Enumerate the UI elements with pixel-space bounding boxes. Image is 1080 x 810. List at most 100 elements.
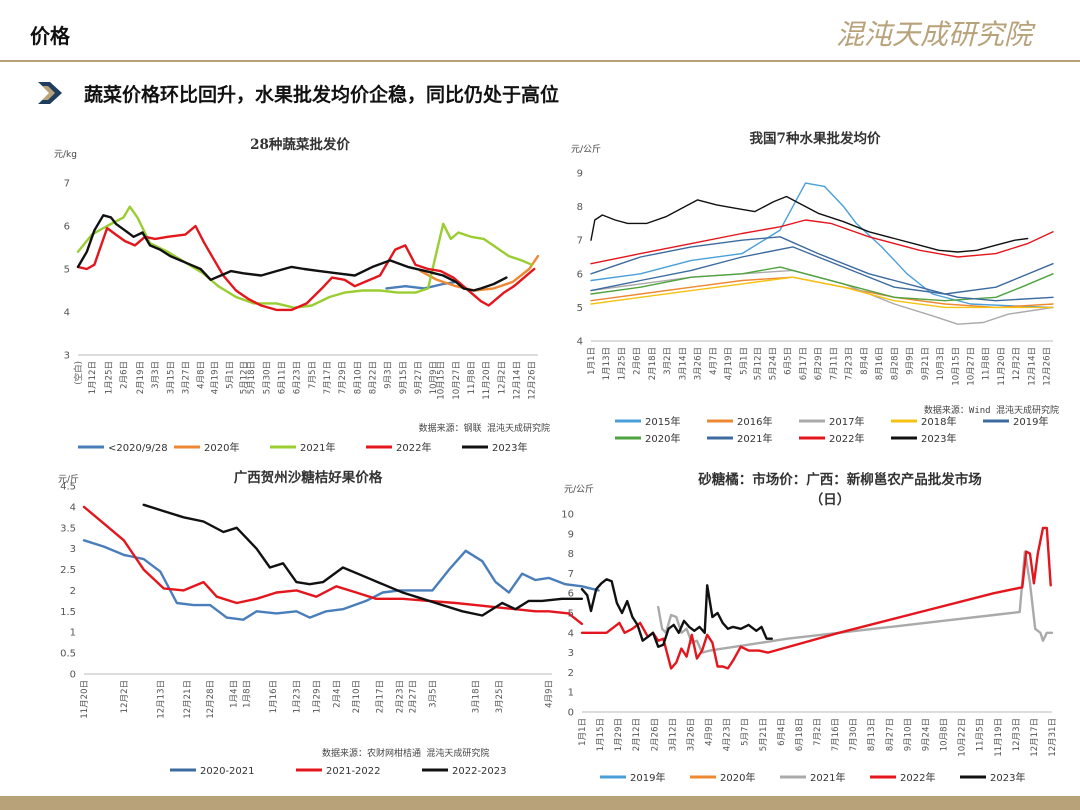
- y-tick-label: 4.5: [60, 482, 76, 493]
- x-tick-label: 3月25日: [495, 680, 505, 713]
- x-tick-label: 9月15日: [399, 361, 409, 394]
- series-line: [580, 578, 773, 648]
- x-tick-label: 8月4日: [860, 347, 870, 375]
- x-tick-label: 11月8日: [982, 347, 992, 380]
- y-tick-label: 5: [568, 609, 574, 620]
- y-axis: 0 0.5 1 1.5 2 2.5 3 3.5 4 4.5: [60, 482, 76, 681]
- x-tick-label: 1月23日: [292, 680, 302, 713]
- x-tick-label: 1月29日: [614, 718, 624, 751]
- y-tick-label: 2: [70, 586, 76, 597]
- x-tick-label: 7月2日: [813, 718, 823, 746]
- series-line: [590, 276, 1054, 309]
- x-tick-label: 2月6日: [119, 361, 129, 389]
- legend-label: 2022年: [829, 432, 864, 445]
- x-tick-label: 9月3日: [384, 361, 394, 389]
- x-tick-label: 12月17日: [1030, 718, 1040, 757]
- x-tick-label: 5月30日: [262, 361, 272, 394]
- x-tick-label: 7月11日: [829, 347, 839, 380]
- y-tick-label: 4: [568, 628, 574, 639]
- x-tick-label: 4月8日: [197, 361, 207, 389]
- x-tick-label: 3月15日: [166, 361, 176, 394]
- series-line: [590, 219, 1054, 265]
- y-axis: 3 4 5 6 7: [64, 179, 70, 362]
- unit-label: 元/公斤: [564, 484, 594, 495]
- series-line: [142, 503, 584, 617]
- y-tick-label: 1: [70, 628, 76, 639]
- x-tick-label: 1月8日: [243, 680, 253, 708]
- legend-label: 2022-2023: [452, 766, 507, 777]
- chevron-right-icon: [38, 82, 62, 104]
- series-group: [82, 503, 600, 626]
- series-line: [82, 539, 600, 621]
- chart-fruit-wholesale-price: 我国7种水果批发均价 元/公斤 4 5 6 7 8 9 1月1日 1月13日 1月25日 2月6…: [571, 130, 1059, 445]
- series-line: [76, 205, 533, 309]
- x-tick-label: 12月3日: [1012, 718, 1022, 751]
- x-tick-label: 5月24日: [769, 347, 779, 380]
- x-axis: 11月20日 12月2日 12月13日 12月21日 12月28日 1月4日 1月8日 1月1…: [80, 673, 555, 719]
- legend: 2015年 2016年 2017年 2018年 2019年 2020年 2021年 2022年…: [615, 415, 1048, 445]
- x-tick-label: 7月5日: [308, 361, 318, 389]
- y-tick-label: 1: [568, 688, 574, 699]
- y-tick-label: 7: [577, 236, 583, 247]
- legend-label: 2017年: [829, 415, 864, 428]
- series-group: [76, 205, 540, 312]
- x-tick-label: 12月31日: [1048, 718, 1058, 757]
- x-tick-label: 1月1日: [587, 347, 597, 375]
- x-tick-label: 6月4日: [777, 718, 787, 746]
- x-tick-label: 6月11日: [277, 361, 287, 394]
- x-tick-label: 10月3日: [936, 347, 946, 380]
- x-tick-label: 3月27日: [181, 361, 191, 394]
- x-tick-label: 8月10日: [353, 361, 363, 394]
- x-tick-label: 11月20日: [997, 347, 1007, 386]
- x-tick-label: 5月21日: [759, 718, 769, 751]
- series-group: [580, 526, 1054, 670]
- header-rule: [0, 60, 1080, 62]
- x-tick-label: 1月1日: [578, 718, 588, 746]
- x-tick-label: 5月18日: [247, 361, 257, 394]
- series-line: [580, 526, 1052, 670]
- legend-label: 2022年: [900, 771, 935, 784]
- y-tick-label: 7: [64, 179, 70, 190]
- series-line: [657, 550, 1054, 654]
- x-tick-label: 1月15日: [596, 718, 606, 751]
- x-tick-label: 9月9日: [906, 347, 916, 375]
- x-tick-label: 7月16日: [831, 718, 841, 751]
- series-group: [590, 182, 1054, 325]
- legend: 2020-2021 2021-2022 2022-2023: [170, 766, 507, 777]
- series-line: [590, 246, 1054, 295]
- legend: <2020/9/28 2020年 2021年 2022年 2023年: [78, 441, 527, 454]
- x-tick-label: 1月4日: [229, 680, 239, 708]
- legend-label: 2023年: [921, 432, 956, 445]
- source-note: 数据来源：农财网柑桔通 混沌天成研究院: [322, 747, 489, 759]
- y-tick-label: 10: [561, 510, 574, 521]
- series-line: [590, 266, 1054, 302]
- x-tick-label: 8月22日: [368, 361, 378, 394]
- x-tick-label: 5月7日: [741, 718, 751, 746]
- chart-title: 广西贺州沙糖桔好果价格: [234, 469, 383, 486]
- x-tick-label: 10月15日: [437, 361, 447, 400]
- x-tick-label: 12月2日: [120, 680, 130, 713]
- x-tick-label: 10月27日: [452, 361, 462, 400]
- x-tick-label: 1月25日: [104, 361, 114, 394]
- x-tick-label: 4月9日: [545, 680, 555, 708]
- y-tick-label: 6: [577, 269, 583, 280]
- x-tick-label: 7月29日: [338, 361, 348, 394]
- y-tick-label: 0.5: [60, 649, 76, 660]
- x-tick-label: 3月26日: [694, 347, 704, 380]
- logo-text: 混沌天成研究院: [836, 18, 1036, 51]
- x-tick-label: 12月26日: [1043, 347, 1053, 386]
- x-tick-label: 12月13日: [156, 680, 166, 719]
- x-tick-label: 8月16日: [875, 347, 885, 380]
- series-line: [590, 195, 1029, 253]
- logo: 混沌天成研究院: [836, 18, 1036, 51]
- legend-label: 2020-2021: [200, 766, 255, 777]
- y-tick-label: 9: [568, 529, 574, 540]
- x-tick-label: 7月30日: [849, 718, 859, 751]
- y-tick-label: 3: [64, 351, 70, 362]
- x-tick-label: 12月28日: [206, 680, 216, 719]
- y-tick-label: 0: [70, 670, 76, 681]
- x-tick-label: 3月18日: [472, 680, 482, 713]
- x-tick-label: 1月13日: [602, 347, 612, 380]
- y-tick-label: 8: [568, 549, 574, 560]
- y-tick-label: 0: [568, 708, 574, 719]
